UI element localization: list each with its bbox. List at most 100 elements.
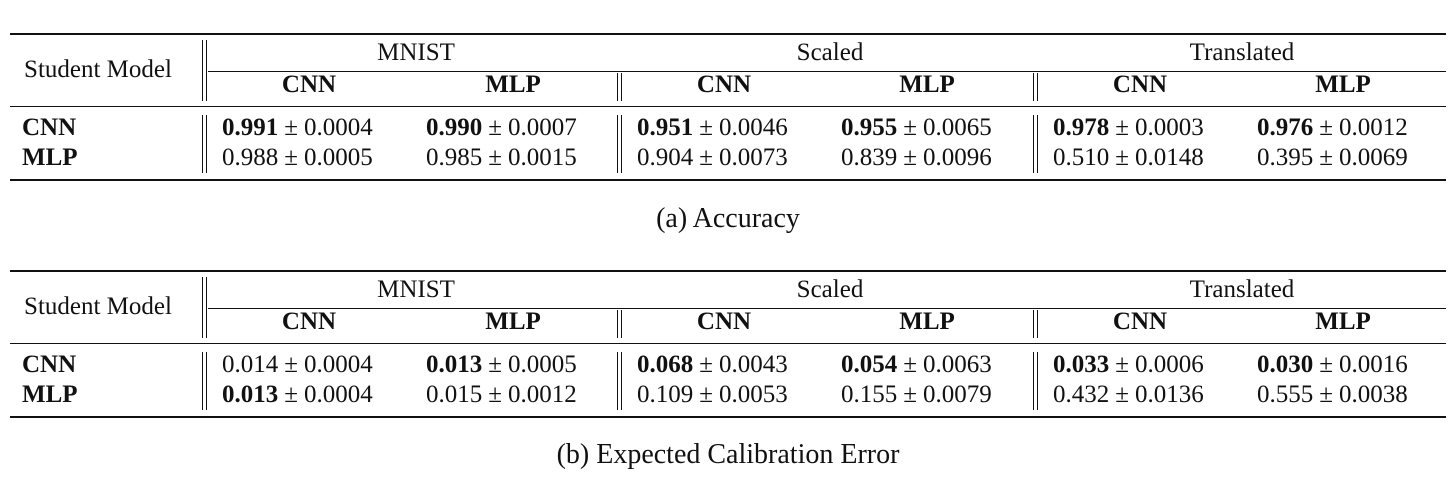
mean-value: 0.395: [1257, 144, 1314, 171]
mean-value: 0.013: [426, 351, 483, 378]
mean-value: 0.109: [637, 381, 694, 408]
plus-minus-sign: ±: [284, 381, 298, 408]
bottom-rule: [10, 179, 1446, 181]
group-rule: [208, 71, 1446, 72]
value-cell: 0.395 ±0.0069: [1257, 143, 1408, 173]
plus-minus-sign: ±: [284, 351, 298, 378]
std-value: 0.0006: [1134, 351, 1204, 378]
bottom-rule: [10, 416, 1446, 418]
mean-value: 0.990: [426, 114, 483, 141]
value-cell: 0.990 ±0.0007: [426, 113, 577, 143]
divider-line: [202, 40, 203, 101]
std-value: 0.0136: [1134, 381, 1204, 408]
plus-minus-sign: ±: [699, 381, 713, 408]
plus-minus-sign: ±: [1115, 381, 1129, 408]
mean-value: 0.015: [426, 381, 483, 408]
subheader-mlp: MLP: [1315, 71, 1371, 98]
divider-line: [206, 40, 207, 101]
divider-line: [1037, 73, 1038, 101]
divider-line: [621, 352, 622, 410]
plus-minus-sign: ±: [1319, 381, 1333, 408]
divider-line: [621, 310, 622, 338]
row-header-label: Student Model: [24, 293, 172, 320]
value-cell: 0.951 ±0.0046: [637, 113, 788, 143]
plus-minus-sign: ±: [699, 114, 713, 141]
std-value: 0.0079: [922, 381, 992, 408]
mean-value: 0.976: [1257, 114, 1314, 141]
row-header-label: Student Model: [24, 56, 172, 83]
divider-line: [617, 73, 618, 101]
std-value: 0.0063: [922, 351, 992, 378]
row-label-cnn: CNN: [22, 114, 77, 141]
std-value: 0.0005: [303, 144, 373, 171]
row-label-mlp: MLP: [22, 144, 78, 171]
header-rule: [10, 106, 1446, 107]
value-cell: 0.054 ±0.0063: [841, 350, 992, 380]
mean-value: 0.013: [222, 381, 279, 408]
divider-line: [621, 73, 622, 101]
plus-minus-sign: ±: [1115, 351, 1129, 378]
plus-minus-sign: ±: [488, 381, 502, 408]
std-value: 0.0016: [1338, 351, 1408, 378]
divider-line: [1033, 115, 1034, 173]
group-header-translated: Translated: [1189, 276, 1295, 303]
subheader-cnn: CNN: [281, 71, 337, 98]
plus-minus-sign: ±: [488, 114, 502, 141]
mean-value: 0.510: [1053, 144, 1110, 171]
std-value: 0.0012: [1338, 114, 1408, 141]
divider-line: [1033, 310, 1034, 338]
mean-value: 0.839: [841, 144, 898, 171]
top-rule: [10, 270, 1446, 272]
divider-line: [202, 352, 203, 410]
mean-value: 0.014: [222, 351, 279, 378]
mean-value: 0.030: [1257, 351, 1314, 378]
group-header-scaled: Scaled: [796, 39, 864, 66]
value-cell: 0.015 ±0.0012: [426, 380, 577, 410]
subheader-cnn: CNN: [1112, 308, 1168, 335]
divider-line: [617, 115, 618, 173]
value-cell: 0.510 ±0.0148: [1053, 143, 1204, 173]
value-cell: 0.955 ±0.0065: [841, 113, 992, 143]
divider-line: [202, 277, 203, 338]
group-header-translated: Translated: [1189, 39, 1295, 66]
divider-line: [621, 115, 622, 173]
subheader-cnn: CNN: [1112, 71, 1168, 98]
std-value: 0.0148: [1134, 144, 1204, 171]
plus-minus-sign: ±: [284, 114, 298, 141]
mean-value: 0.555: [1257, 381, 1314, 408]
std-value: 0.0007: [507, 114, 577, 141]
std-value: 0.0004: [303, 351, 373, 378]
subheader-mlp: MLP: [485, 71, 541, 98]
plus-minus-sign: ±: [488, 351, 502, 378]
value-cell: 0.013 ±0.0005: [426, 350, 577, 380]
std-value: 0.0005: [507, 351, 577, 378]
std-value: 0.0003: [1134, 114, 1204, 141]
value-cell: 0.033 ±0.0006: [1053, 350, 1204, 380]
group-header-mnist: MNIST: [377, 39, 455, 66]
divider-line: [1037, 115, 1038, 173]
mean-value: 0.985: [426, 144, 483, 171]
std-value: 0.0015: [507, 144, 577, 171]
std-value: 0.0069: [1338, 144, 1408, 171]
accuracy-table: Student Model MNIST Scaled Translated CN…: [10, 33, 1446, 181]
std-value: 0.0096: [922, 144, 992, 171]
subheader-cnn: CNN: [696, 71, 752, 98]
value-cell: 0.155 ±0.0079: [841, 380, 992, 410]
subheader-mlp: MLP: [1315, 308, 1371, 335]
plus-minus-sign: ±: [1319, 114, 1333, 141]
std-value: 0.0004: [303, 381, 373, 408]
mean-value: 0.988: [222, 144, 279, 171]
mean-value: 0.951: [637, 114, 694, 141]
plus-minus-sign: ±: [903, 114, 917, 141]
mean-value: 0.991: [222, 114, 279, 141]
plus-minus-sign: ±: [488, 144, 502, 171]
divider-line: [617, 310, 618, 338]
subheader-mlp: MLP: [485, 308, 541, 335]
std-value: 0.0046: [718, 114, 788, 141]
value-cell: 0.985 ±0.0015: [426, 143, 577, 173]
plus-minus-sign: ±: [1319, 144, 1333, 171]
value-cell: 0.013 ±0.0004: [222, 380, 373, 410]
value-cell: 0.555 ±0.0038: [1257, 380, 1408, 410]
std-value: 0.0038: [1338, 381, 1408, 408]
group-rule: [208, 308, 1446, 309]
